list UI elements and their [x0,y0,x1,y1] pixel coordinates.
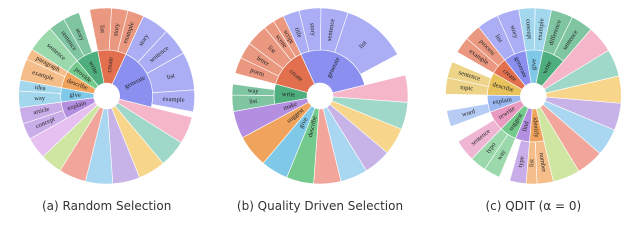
caption: (b) Quality Driven Selection [237,199,403,213]
segment-label: concept [524,19,532,40]
outer-segment [446,61,492,87]
segment-label: title [293,27,303,39]
segment-label: list [494,33,504,44]
caption: (c) QDIT (α = 0) [485,199,581,213]
segment-label: write [282,91,296,99]
segment-label: describe [307,115,319,138]
segment-label: way [248,87,260,95]
segment-label: word [461,108,476,118]
outer-segment [31,28,78,73]
segment-label: give [298,116,310,129]
outer-segment [231,83,275,96]
segment-label: create [106,56,115,72]
outer-segment [446,103,491,128]
segment-label: poem [249,67,265,79]
segment-label: story [308,23,317,37]
outer-segment [457,119,502,160]
segment-label: list [166,72,176,81]
segment-label: sentence [326,18,337,41]
segment-label: give [530,59,537,70]
segment-label: idea [34,84,46,92]
segment-label: type [517,156,526,168]
segment-label: list [528,159,535,167]
segment-label: make [282,101,298,112]
segment-label: list [358,39,369,50]
outer-segment [334,12,398,75]
caption: (a) Random Selection [42,199,171,213]
outer-segment [63,12,93,57]
outer-segment [509,139,530,185]
segment-label: identify [531,117,540,138]
segment-label: story [112,22,121,37]
segment-label: story [509,25,520,40]
segment-label: example [536,18,545,41]
segment-label: example [162,96,184,104]
segment-label: number [538,152,548,173]
outer-segment [151,89,195,113]
segment-label: give [69,92,80,99]
segment-label: list [98,25,106,34]
segment-label: list [249,98,258,106]
segment-label: find [521,120,530,133]
figure: sentence story write list story example create… [18,7,622,213]
segment-label: way [496,148,508,162]
segment-label: list [266,44,277,55]
segment-label: way [34,95,46,102]
segment-label: story [74,27,86,42]
segment-label: article [33,106,51,116]
segment-label: explain [492,96,513,106]
segment-label: topic [460,84,474,92]
